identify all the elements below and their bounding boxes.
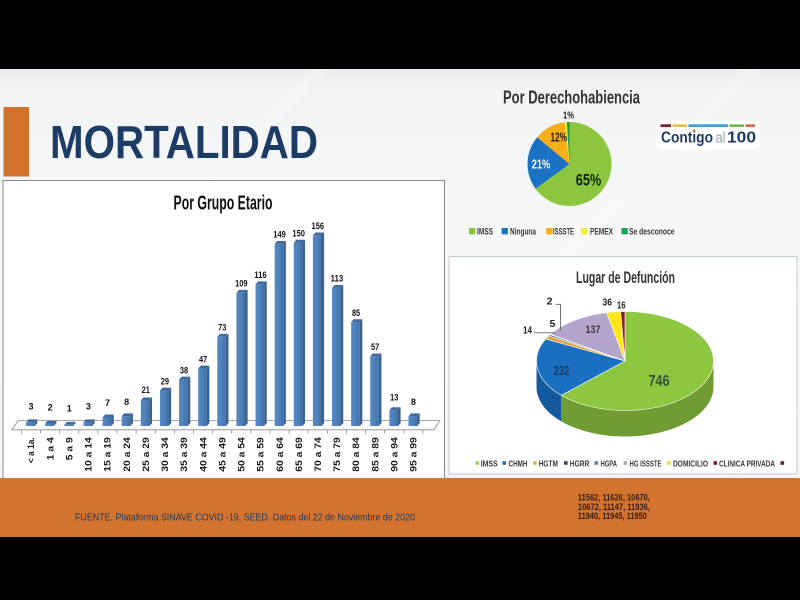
svg-text:100: 100 — [727, 130, 756, 147]
svg-text:35 a 39: 35 a 39 — [179, 437, 189, 472]
svg-text:1 a 4: 1 a 4 — [45, 437, 55, 460]
svg-text:FUENTE. Plataforma SINAVE COVI: FUENTE. Plataforma SINAVE COVID -19, SEE… — [75, 512, 415, 524]
svg-text:Por Derechohabiencia: Por Derechohabiencia — [503, 86, 640, 107]
svg-text:50 a 54: 50 a 54 — [237, 437, 247, 472]
svg-text:25 a 29: 25 a 29 — [141, 437, 151, 472]
svg-text:85: 85 — [352, 308, 360, 318]
svg-text:3: 3 — [28, 402, 33, 412]
svg-text:150: 150 — [292, 229, 305, 239]
svg-text:55 a 59: 55 a 59 — [256, 437, 266, 472]
svg-text:1: 1 — [67, 403, 72, 413]
svg-text:57: 57 — [371, 342, 379, 352]
svg-text:HGTM: HGTM — [539, 458, 558, 468]
svg-text:Por Grupo Etario: Por Grupo Etario — [174, 193, 273, 215]
svg-text:80 a 84: 80 a 84 — [351, 437, 361, 472]
svg-text:2: 2 — [547, 296, 553, 308]
svg-text:156: 156 — [312, 221, 325, 231]
svg-text:38: 38 — [180, 365, 188, 375]
svg-text:36: 36 — [603, 297, 613, 309]
svg-text:CLINICA PRIVADA: CLINICA PRIVADA — [719, 458, 775, 468]
svg-text:85 a 89: 85 a 89 — [370, 437, 380, 472]
svg-text:45 a 49: 45 a 49 — [217, 437, 227, 472]
svg-text:11940, 11945, 11950: 11940, 11945, 11950 — [578, 511, 647, 521]
svg-text:5 a 9: 5 a 9 — [64, 437, 74, 460]
svg-text:40 a 44: 40 a 44 — [198, 437, 208, 472]
svg-text:14: 14 — [523, 325, 532, 337]
svg-text:30 a 34: 30 a 34 — [160, 437, 170, 472]
svg-text:7: 7 — [105, 398, 110, 408]
svg-text:DOMICILIO: DOMICILIO — [673, 458, 708, 468]
svg-text:3: 3 — [86, 402, 91, 412]
svg-text:2: 2 — [48, 402, 53, 412]
svg-text:< a 1a.: < a 1a. — [26, 437, 36, 463]
svg-text:CHMH: CHMH — [509, 458, 528, 468]
svg-text:15 a 19: 15 a 19 — [103, 437, 113, 472]
svg-text:13: 13 — [390, 392, 398, 402]
svg-text:47: 47 — [199, 354, 207, 364]
svg-text:IMSS: IMSS — [477, 226, 493, 236]
svg-text:149: 149 — [273, 230, 286, 240]
svg-text:20 a 24: 20 a 24 — [122, 437, 132, 472]
svg-text:21: 21 — [142, 385, 150, 395]
svg-text:109: 109 — [235, 279, 248, 289]
svg-text:29: 29 — [161, 376, 169, 386]
svg-text:Lugar de Defunción: Lugar de Defunción — [576, 269, 675, 287]
svg-text:21%: 21% — [532, 158, 551, 172]
svg-text:60 a 64: 60 a 64 — [275, 437, 285, 472]
svg-text:Contigo: Contigo — [661, 130, 713, 147]
svg-text:116: 116 — [254, 270, 267, 280]
svg-text:137: 137 — [586, 324, 601, 336]
svg-text:232: 232 — [554, 363, 570, 378]
svg-text:12%: 12% — [551, 131, 568, 145]
svg-text:HG ISSSTE: HG ISSSTE — [630, 458, 662, 468]
svg-text:11562, 11626, 10670,: 11562, 11626, 10670, — [578, 492, 650, 502]
svg-text:746: 746 — [649, 373, 670, 390]
svg-text:70 a 74: 70 a 74 — [313, 437, 323, 472]
svg-text:PEMEX: PEMEX — [590, 226, 613, 236]
svg-text:1%: 1% — [563, 110, 574, 122]
svg-text:8: 8 — [124, 397, 129, 407]
svg-text:113: 113 — [331, 274, 344, 284]
svg-text:65%: 65% — [576, 171, 602, 190]
svg-text:Se desconoce: Se desconoce — [629, 226, 675, 236]
svg-text:10 a 14: 10 a 14 — [84, 437, 94, 472]
svg-text:65 a 69: 65 a 69 — [294, 437, 304, 472]
svg-text:Ninguna: Ninguna — [510, 226, 537, 236]
svg-text:ISSSTE: ISSSTE — [553, 226, 574, 236]
svg-text:75 a 79: 75 a 79 — [332, 437, 342, 472]
svg-text:10672, 11147, 11936,: 10672, 11147, 11936, — [578, 502, 650, 512]
svg-text:MORTALIDAD: MORTALIDAD — [50, 116, 318, 168]
svg-text:8: 8 — [411, 397, 416, 407]
svg-text:HGRR: HGRR — [570, 458, 590, 468]
svg-text:73: 73 — [218, 323, 226, 333]
svg-text:IMSS: IMSS — [481, 458, 498, 468]
svg-text:HGPA: HGPA — [601, 458, 618, 468]
svg-text:90 a 94: 90 a 94 — [389, 437, 399, 472]
svg-text:95 a 99: 95 a 99 — [409, 437, 419, 472]
svg-text:al: al — [716, 131, 726, 147]
svg-text:16: 16 — [617, 300, 626, 312]
svg-text:5: 5 — [549, 318, 555, 330]
